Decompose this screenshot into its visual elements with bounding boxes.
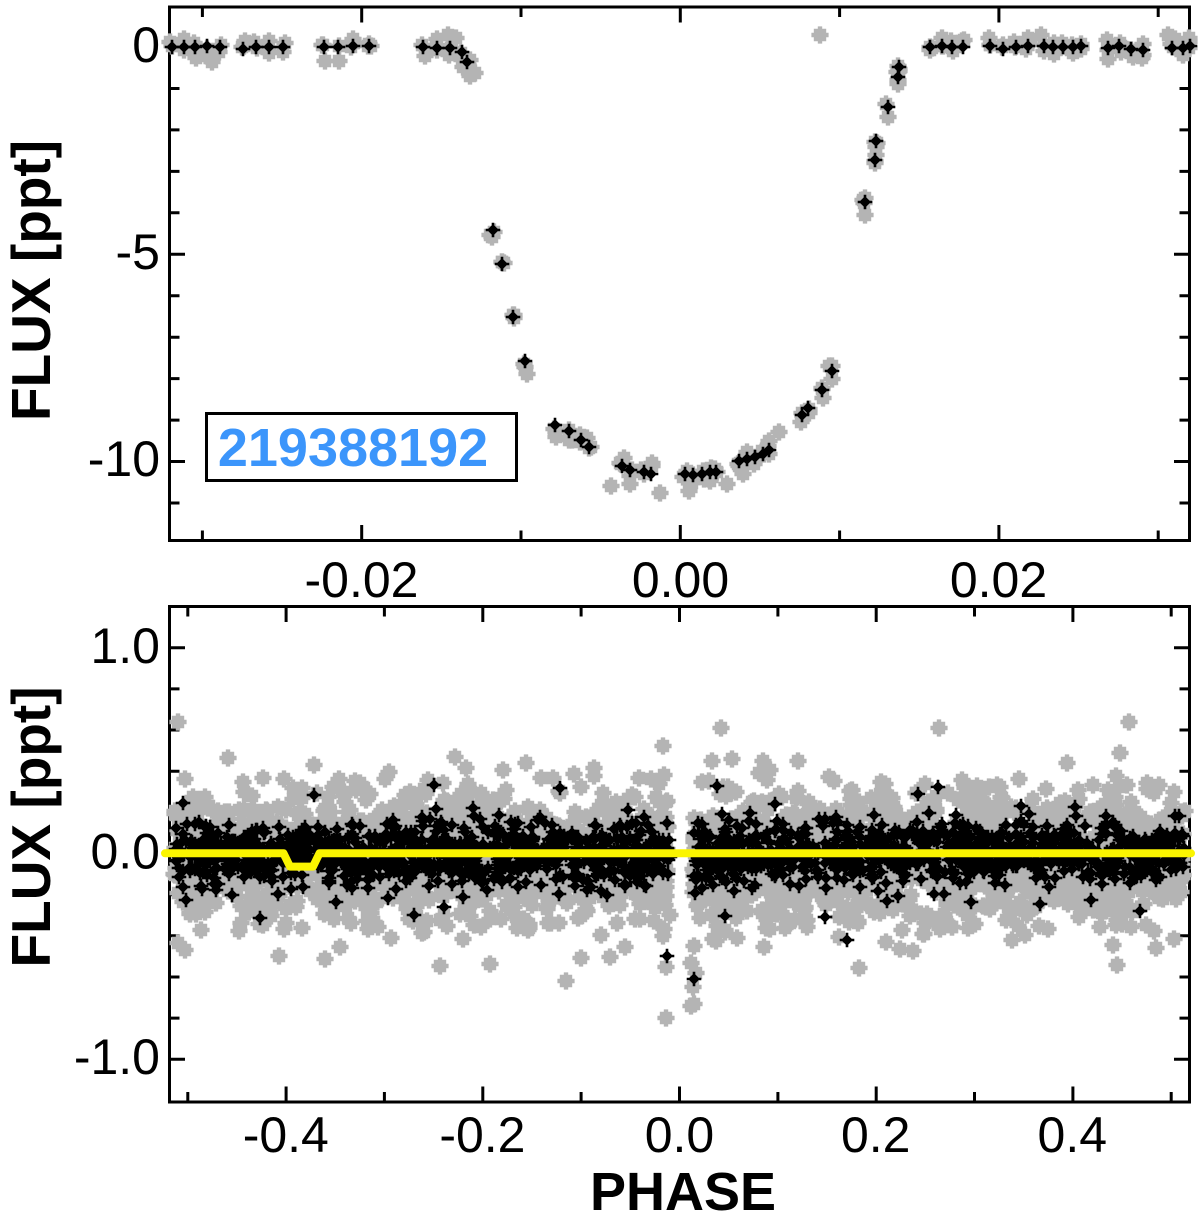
svg-text:219388192: 219388192 [218,418,488,478]
svg-text:FLUX [ppt]: FLUX [ppt] [0,686,62,967]
svg-text:-0.2: -0.2 [439,1107,525,1163]
svg-text:0.00: 0.00 [632,552,729,608]
svg-text:0.0: 0.0 [90,824,160,880]
svg-text:PHASE: PHASE [590,1162,776,1220]
svg-text:0.02: 0.02 [950,552,1047,608]
svg-text:FLUX [ppt]: FLUX [ppt] [0,140,62,421]
svg-text:-0.4: -0.4 [243,1107,329,1163]
svg-text:-10: -10 [88,431,160,487]
svg-text:0: 0 [132,17,160,73]
svg-text:0.4: 0.4 [1038,1107,1108,1163]
svg-text:-1.0: -1.0 [74,1029,160,1085]
svg-text:1.0: 1.0 [90,618,160,674]
svg-text:-5: -5 [116,224,160,280]
svg-text:0.0: 0.0 [645,1107,715,1163]
svg-text:-0.02: -0.02 [305,552,419,608]
svg-text:0.2: 0.2 [841,1107,911,1163]
